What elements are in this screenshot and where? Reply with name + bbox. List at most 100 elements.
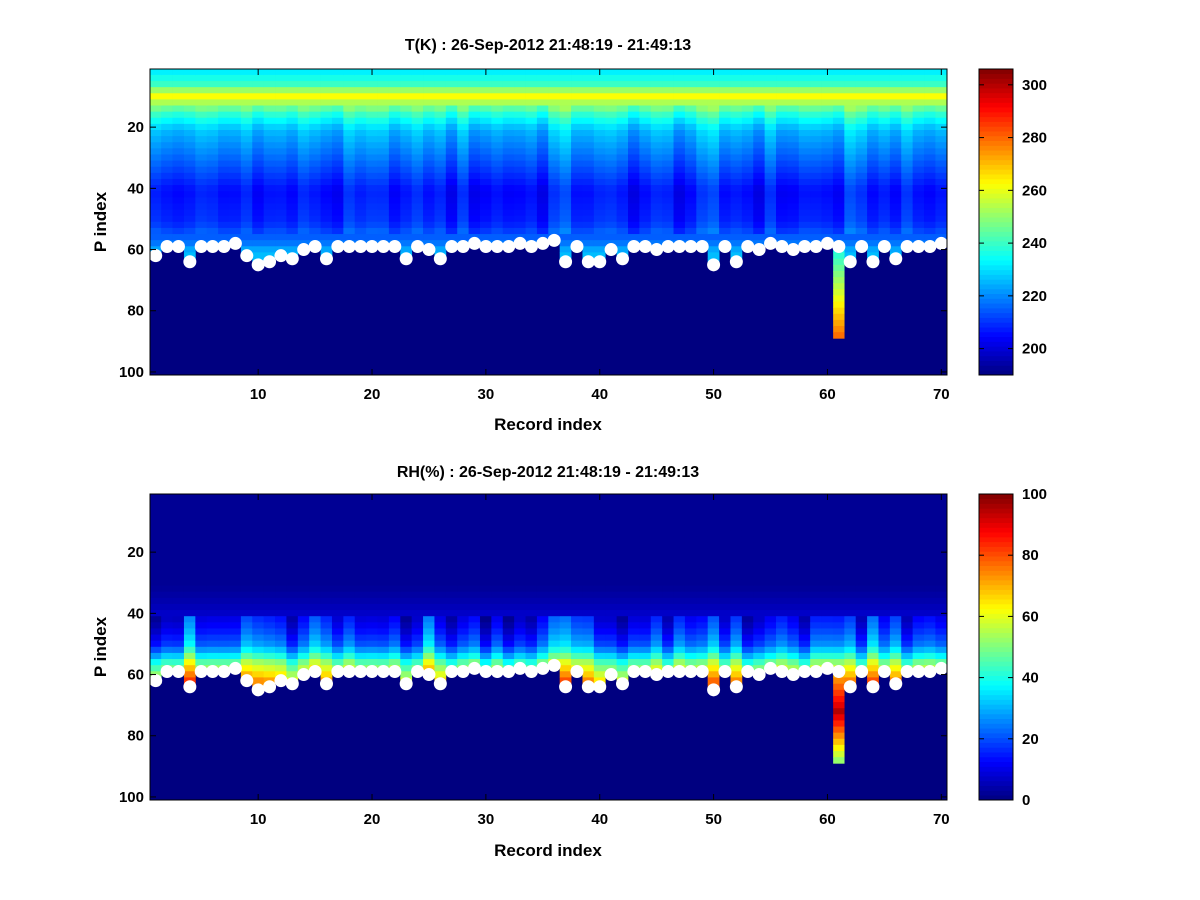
- heatmap-cell: [673, 524, 686, 531]
- heatmap-cell: [628, 87, 640, 94]
- heatmap-cell: [423, 579, 435, 586]
- heatmap-cell: [730, 603, 743, 611]
- heatmap-cell: [366, 530, 378, 538]
- heatmap-cell: [650, 81, 663, 88]
- heatmap-cell: [559, 536, 572, 544]
- heatmap-cell: [787, 610, 800, 617]
- heatmap-cell: [491, 652, 504, 660]
- heatmap-cell: [514, 499, 526, 507]
- heatmap-cell: [548, 494, 561, 501]
- heatmap-cell: [889, 530, 902, 538]
- heatmap-cell: [411, 69, 424, 76]
- heatmap-cell: [605, 117, 618, 125]
- heatmap-cell: [548, 160, 561, 168]
- heatmap-cell: [218, 191, 230, 198]
- heatmap-cell: [343, 512, 356, 519]
- heatmap-cell: [867, 209, 879, 217]
- heatmap-cell: [377, 148, 390, 155]
- heatmap-cell: [514, 512, 526, 519]
- heatmap-cell: [582, 506, 595, 513]
- heatmap-cell: [719, 561, 731, 568]
- heatmap-cell: [719, 567, 731, 574]
- heatmap-cell: [297, 93, 310, 100]
- heatmap-cell: [161, 234, 173, 241]
- heatmap-anomaly-cell: [833, 313, 845, 321]
- heatmap-column: [719, 494, 731, 672]
- heatmap-cell: [867, 603, 879, 611]
- heatmap-cell: [707, 221, 720, 229]
- heatmap-column: [275, 69, 287, 259]
- heatmap-cell: [605, 548, 618, 556]
- colorbar-segment: [979, 756, 1013, 763]
- heatmap-cell: [434, 610, 447, 617]
- heatmap-cell: [297, 81, 310, 88]
- heatmap-cell: [434, 93, 447, 100]
- heatmap-cell: [331, 185, 344, 192]
- heatmap-cell: [331, 136, 344, 143]
- heatmap-cell: [821, 512, 834, 519]
- heatmap-cell: [878, 215, 891, 223]
- heatmap-cell: [354, 622, 367, 629]
- heatmap-cell: [457, 499, 469, 507]
- heatmap-cell: [252, 524, 265, 531]
- colorbar-segment: [979, 498, 1013, 504]
- heatmap-cell: [297, 573, 310, 580]
- heatmap-cell: [468, 555, 481, 562]
- colorbar-segment: [979, 326, 1013, 333]
- heatmap-cell: [684, 530, 697, 538]
- heatmap-cell: [218, 591, 230, 599]
- heatmap-cell: [798, 105, 811, 113]
- heatmap-cell: [172, 610, 185, 617]
- heatmap-cell: [331, 87, 344, 94]
- heatmap-cell: [195, 646, 208, 654]
- heatmap-cell: [411, 154, 424, 161]
- heatmap-cell: [445, 573, 458, 580]
- heatmap-cell: [275, 69, 287, 76]
- heatmap-cell: [491, 203, 504, 210]
- heatmap-cell: [434, 542, 447, 550]
- heatmap-cell: [161, 640, 173, 648]
- heatmap-cell: [684, 494, 697, 501]
- heatmap-cell: [400, 591, 413, 599]
- heatmap-cell: [719, 154, 731, 161]
- heatmap-column: [764, 69, 777, 247]
- x-tick-label: 30: [478, 811, 495, 828]
- heatmap-cell: [343, 178, 356, 186]
- heatmap-cell: [536, 506, 549, 513]
- heatmap-cell: [263, 652, 276, 660]
- heatmap-cell: [753, 603, 766, 611]
- heatmap-cell: [821, 622, 834, 629]
- heatmap-cell: [605, 597, 618, 605]
- heatmap-cell: [320, 74, 333, 82]
- heatmap-cell: [400, 227, 413, 235]
- heatmap-cell: [571, 136, 583, 143]
- colorbar-segment: [979, 135, 1013, 142]
- heatmap-cell: [832, 136, 845, 143]
- heatmap-cell: [673, 585, 686, 593]
- heatmap-cell: [889, 166, 902, 174]
- heatmap-cell: [889, 494, 902, 501]
- heatmap-cell: [286, 585, 299, 593]
- heatmap-cell: [514, 166, 526, 174]
- heatmap-cell: [605, 506, 618, 513]
- heatmap-cell: [263, 646, 276, 654]
- heatmap-cell: [229, 191, 242, 198]
- heatmap-cell: [514, 634, 526, 642]
- heatmap-cell: [150, 518, 162, 525]
- heatmap-cell: [343, 203, 356, 210]
- heatmap-cell: [935, 579, 947, 586]
- surface-marker: [718, 664, 732, 678]
- heatmap-cell: [468, 499, 481, 507]
- heatmap-cell: [536, 203, 549, 210]
- heatmap-cell: [320, 99, 333, 106]
- heatmap-cell: [628, 142, 640, 149]
- heatmap-cell: [457, 506, 469, 513]
- heatmap-cell: [798, 585, 811, 593]
- heatmap-cell: [616, 518, 629, 525]
- heatmap-cell: [571, 130, 583, 137]
- heatmap-cell: [400, 240, 413, 247]
- heatmap-cell: [457, 585, 469, 593]
- colorbar-segment: [979, 742, 1013, 748]
- heatmap-cell: [354, 178, 367, 186]
